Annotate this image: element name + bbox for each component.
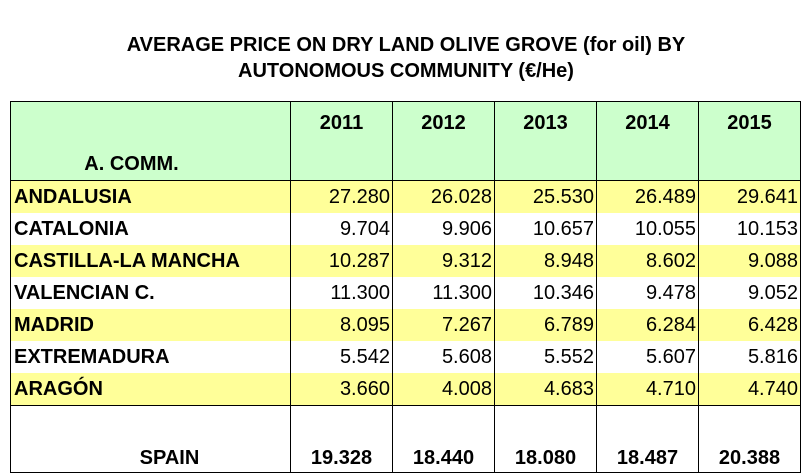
- value-cell: 6.428: [698, 309, 801, 341]
- value-cell: 11.300: [392, 277, 495, 309]
- value-cell: 5.542: [290, 341, 393, 373]
- row-label: MADRID: [10, 309, 291, 341]
- value-cell: 10.346: [494, 277, 597, 309]
- table-row: ANDALUSIA 27.280 26.028 25.530 26.489 29.641: [10, 180, 801, 213]
- chart-title-line-2: AUTONOMOUS COMMUNITY (€/He): [238, 60, 574, 82]
- value-cell: 27.280: [290, 180, 393, 213]
- row-label: CATALONIA: [10, 213, 291, 245]
- column-header-2012: 2012: [392, 101, 495, 181]
- value-cell: 8.095: [290, 309, 393, 341]
- value-cell: 10.657: [494, 213, 597, 245]
- row-label: CASTILLA-LA MANCHA: [10, 245, 291, 277]
- column-header-2014: 2014: [596, 101, 699, 181]
- column-header-2011: 2011: [290, 101, 393, 181]
- total-value-cell: 20.388: [698, 405, 801, 473]
- value-cell: 9.088: [698, 245, 801, 277]
- value-cell: 4.683: [494, 373, 597, 406]
- table-row: VALENCIAN C. 11.300 11.300 10.346 9.478 9.052: [10, 277, 801, 309]
- value-cell: 11.300: [290, 277, 393, 309]
- chart-title-line-1: AVERAGE PRICE ON DRY LAND OLIVE GROVE (f…: [126, 34, 686, 56]
- header-row: A. COMM. 2011 2012 2013 2014 2015: [10, 101, 801, 181]
- value-cell: 25.530: [494, 180, 597, 213]
- column-header-2015: 2015: [698, 101, 801, 181]
- row-label: VALENCIAN C.: [10, 277, 291, 309]
- value-cell: 10.153: [698, 213, 801, 245]
- value-cell: 6.789: [494, 309, 597, 341]
- total-row: SPAIN 19.328 18.440 18.080 18.487 20.388: [10, 405, 801, 473]
- total-value-cell: 18.080: [494, 405, 597, 473]
- value-cell: 26.028: [392, 180, 495, 213]
- value-cell: 5.816: [698, 341, 801, 373]
- table-row: EXTREMADURA 5.542 5.608 5.552 5.607 5.816: [10, 341, 801, 373]
- value-cell: 8.948: [494, 245, 597, 277]
- value-cell: 10.287: [290, 245, 393, 277]
- total-value-cell: 18.487: [596, 405, 699, 473]
- table-row: MADRID 8.095 7.267 6.789 6.284 6.428: [10, 309, 801, 341]
- value-cell: 6.284: [596, 309, 699, 341]
- value-cell: 3.660: [290, 373, 393, 406]
- value-cell: 5.607: [596, 341, 699, 373]
- total-value-cell: 19.328: [290, 405, 393, 473]
- value-cell: 9.704: [290, 213, 393, 245]
- row-label: ARAGÓN: [10, 373, 291, 406]
- table-body: ANDALUSIA 27.280 26.028 25.530 26.489 29.641 C…: [10, 180, 801, 406]
- value-cell: 5.552: [494, 341, 597, 373]
- row-label: EXTREMADURA: [10, 341, 291, 373]
- value-cell: 9.312: [392, 245, 495, 277]
- value-cell: 8.602: [596, 245, 699, 277]
- value-cell: 5.608: [392, 341, 495, 373]
- table-row: ARAGÓN 3.660 4.008 4.683 4.710 4.740: [10, 373, 801, 406]
- value-cell: 4.710: [596, 373, 699, 406]
- value-cell: 26.489: [596, 180, 699, 213]
- total-value-cell: 18.440: [392, 405, 495, 473]
- value-cell: 9.906: [392, 213, 495, 245]
- price-table: A. COMM. 2011 2012 2013 2014 2015 ANDALUSIA 2…: [10, 101, 801, 473]
- column-header-2013: 2013: [494, 101, 597, 181]
- value-cell: 9.052: [698, 277, 801, 309]
- row-label: ANDALUSIA: [10, 180, 291, 213]
- value-cell: 4.740: [698, 373, 801, 406]
- value-cell: 7.267: [392, 309, 495, 341]
- table-row: CATALONIA 9.704 9.906 10.657 10.055 10.153: [10, 213, 801, 245]
- value-cell: 10.055: [596, 213, 699, 245]
- table-row: CASTILLA-LA MANCHA 10.287 9.312 8.948 8.602 9…: [10, 245, 801, 277]
- value-cell: 29.641: [698, 180, 801, 213]
- value-cell: 9.478: [596, 277, 699, 309]
- total-label: SPAIN: [10, 405, 291, 473]
- row-header-cell: A. COMM.: [10, 101, 291, 181]
- value-cell: 4.008: [392, 373, 495, 406]
